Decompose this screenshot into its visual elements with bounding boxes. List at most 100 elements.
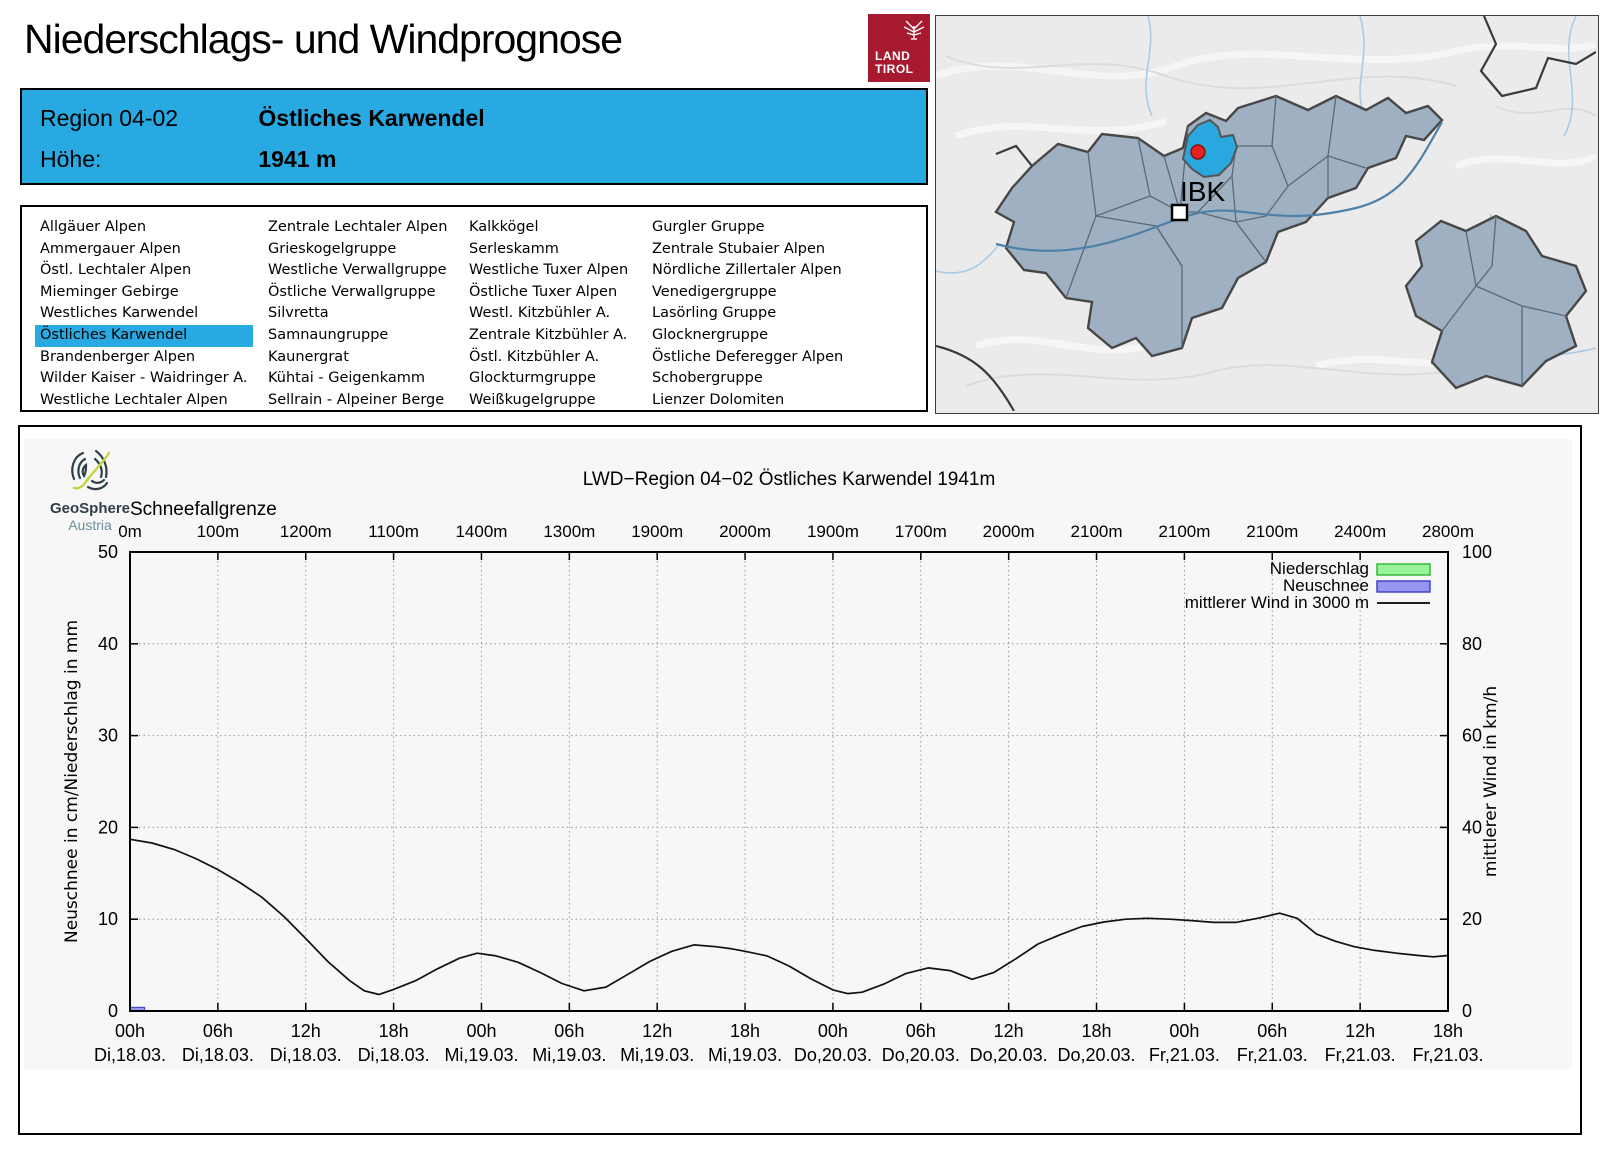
map-region-polygon <box>994 94 1444 358</box>
x-tick-date: Mi,19.03. <box>620 1045 694 1065</box>
region-list-item[interactable]: Nördliche Zillertaler Alpen <box>652 262 842 279</box>
region-list-item[interactable]: Brandenberger Alpen <box>40 348 196 365</box>
selected-region-dot <box>1190 144 1206 160</box>
x-tick-time: 06h <box>203 1021 233 1041</box>
legend-swatch <box>1376 580 1431 593</box>
left-tick-label: 30 <box>98 726 118 746</box>
region-list-item[interactable]: Mieminger Gebirge <box>40 283 179 300</box>
region-list-item[interactable]: Zentrale Stubaier Alpen <box>652 240 826 257</box>
region-list-item[interactable]: Weißkugelgruppe <box>469 391 596 408</box>
snowline-value: 2100m <box>1246 522 1298 541</box>
map-region-polygon <box>1404 214 1588 390</box>
map-east-tirol <box>1404 214 1588 390</box>
map-river-inn <box>995 121 1443 252</box>
region-column-4: Gurgler Gruppe Zentrale Stubaier Alpen Nör… <box>647 217 848 411</box>
left-tick-label: 50 <box>98 542 118 562</box>
region-list-item[interactable]: Glockturmgruppe <box>469 370 596 387</box>
left-tick-label: 0 <box>108 1001 118 1021</box>
right-tick-label: 20 <box>1462 909 1482 929</box>
x-tick-date: Fr,21.03. <box>1237 1045 1308 1065</box>
snowline-value: 2100m <box>1071 522 1123 541</box>
left-tick-label: 20 <box>98 817 118 837</box>
region-list-item[interactable]: Gurgler Gruppe <box>652 219 765 235</box>
x-tick-date: Di,18.03. <box>94 1045 166 1065</box>
region-list-item[interactable]: Venedigergruppe <box>652 283 777 300</box>
region-list-item[interactable]: Zentrale Kitzbühler A. <box>469 326 628 343</box>
left-tick-label: 40 <box>98 634 118 654</box>
geosphere-name: GeoSphere <box>49 500 131 517</box>
region-list-item[interactable]: Kalkkögel <box>469 219 539 235</box>
x-tick-date: Fr,21.03. <box>1412 1045 1483 1065</box>
chart-image-background <box>24 439 1572 1069</box>
tirol-region-map[interactable]: IBK <box>935 15 1599 414</box>
region-list-item[interactable]: Serleskamm <box>469 240 559 257</box>
snowline-value: 2800m <box>1422 522 1474 541</box>
region-info-box: Region 04-02 Östliches Karwendel Höhe: 1… <box>20 88 928 185</box>
geosphere-logo: GeoSphere Austria <box>42 447 138 533</box>
right-tick-label: 60 <box>1462 726 1482 746</box>
region-list-item[interactable]: Westliche Lechtaler Alpen <box>40 391 228 408</box>
city-label: IBK <box>1180 176 1225 207</box>
x-tick-time: 12h <box>291 1021 321 1041</box>
map-subregion-borders <box>1441 215 1567 386</box>
region-list-item[interactable]: Östliches Karwendel <box>35 324 253 347</box>
x-tick-time: 06h <box>1257 1021 1287 1041</box>
region-list-item[interactable]: Kühtai - Geigenkamm <box>268 370 425 387</box>
region-list-item[interactable]: Zentrale Lechtaler Alpen <box>268 219 448 235</box>
region-list-item[interactable]: Silvretta <box>268 305 329 322</box>
x-tick-time: 00h <box>1169 1021 1199 1041</box>
right-tick-label: 40 <box>1462 817 1482 837</box>
region-list-item[interactable]: Allgäuer Alpen <box>40 219 147 235</box>
map-state-borders <box>936 16 1596 411</box>
x-tick-date: Fr,21.03. <box>1149 1045 1220 1065</box>
region-list-item[interactable]: Sellrain - Alpeiner Berge <box>268 391 445 408</box>
snowline-value: 1100m <box>368 522 419 541</box>
region-list-item[interactable]: Östl. Lechtaler Alpen <box>40 262 192 279</box>
region-list-item[interactable]: Westliche Verwallgruppe <box>268 262 447 279</box>
region-list-item[interactable]: Östliche Tuxer Alpen <box>469 283 618 300</box>
region-list-item[interactable]: Östliche Deferegger Alpen <box>652 348 844 365</box>
region-list-item[interactable]: Lienzer Dolomiten <box>652 391 785 408</box>
page-title: Niederschlags- und Windprognose <box>24 16 623 62</box>
x-tick-date: Do,20.03. <box>794 1045 872 1065</box>
x-tick-time: 00h <box>818 1021 848 1041</box>
x-tick-time: 06h <box>554 1021 584 1041</box>
region-list-item[interactable]: Glocknergruppe <box>652 326 769 343</box>
region-list-item[interactable]: Lasörling Gruppe <box>652 305 777 322</box>
x-tick-date: Mi,19.03. <box>708 1045 782 1065</box>
map-relief-shading <box>936 40 1596 370</box>
snowline-value: 100m <box>197 522 240 541</box>
region-list-item[interactable]: Ammergauer Alpen <box>40 240 181 257</box>
legend-swatch <box>1376 563 1431 576</box>
region-list-item[interactable]: Westl. Kitzbühler A. <box>469 305 611 322</box>
region-list-item[interactable]: Grieskogelgruppe <box>268 240 397 257</box>
region-list-item[interactable]: Westliches Karwendel <box>40 305 199 322</box>
x-tick-time: 12h <box>642 1021 672 1041</box>
region-list-item[interactable]: Wilder Kaiser - Waidringer A. <box>40 370 248 387</box>
snowline-value: 1900m <box>807 522 859 541</box>
right-axis-title: mittlerer Wind in km/h <box>1481 686 1501 877</box>
x-tick-time: 00h <box>115 1021 145 1041</box>
region-list-item[interactable]: Östliche Verwallgruppe <box>268 283 436 300</box>
region-list-item[interactable]: Westliche Tuxer Alpen <box>469 262 629 279</box>
x-tick-date: Do,20.03. <box>970 1045 1048 1065</box>
forecast-chart: LWD−Region 04−02 Östliches Karwendel 194… <box>24 439 1572 1069</box>
region-list-item[interactable]: Kaunergrat <box>268 348 349 365</box>
snowline-value: 1200m <box>280 522 332 541</box>
region-name: Östliches Karwendel <box>258 105 485 131</box>
snowline-value: 2100m <box>1158 522 1210 541</box>
x-tick-date: Do,20.03. <box>1058 1045 1136 1065</box>
map-highlighted-region[interactable] <box>1181 118 1239 179</box>
region-list-item[interactable]: Samnaungruppe <box>268 326 389 343</box>
region-list-item[interactable]: Schobergruppe <box>652 370 763 387</box>
x-tick-time: 18h <box>1433 1021 1463 1041</box>
geosphere-icon <box>71 449 111 491</box>
tirol-eagle-icon <box>903 20 925 40</box>
region-column-1: Allgäuer Alpen Ammergauer Alpen Östl. Lech… <box>35 217 253 411</box>
x-tick-date: Mi,19.03. <box>532 1045 606 1065</box>
x-tick-time: 00h <box>466 1021 496 1041</box>
hoehe-label: Höhe: <box>40 146 102 172</box>
right-tick-label: 100 <box>1462 542 1492 562</box>
region-list-item[interactable]: Östl. Kitzbühler A. <box>469 348 600 365</box>
